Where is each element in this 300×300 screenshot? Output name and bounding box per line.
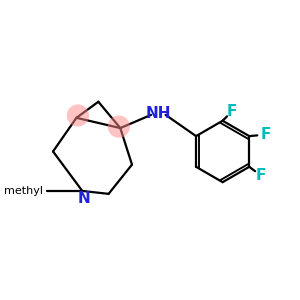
Text: NH: NH — [146, 106, 171, 121]
Text: F: F — [260, 127, 271, 142]
Text: methyl: methyl — [4, 186, 43, 196]
Text: F: F — [256, 168, 266, 183]
Circle shape — [67, 104, 89, 127]
Circle shape — [108, 116, 130, 138]
Text: F: F — [226, 104, 237, 119]
Text: N: N — [77, 191, 90, 206]
